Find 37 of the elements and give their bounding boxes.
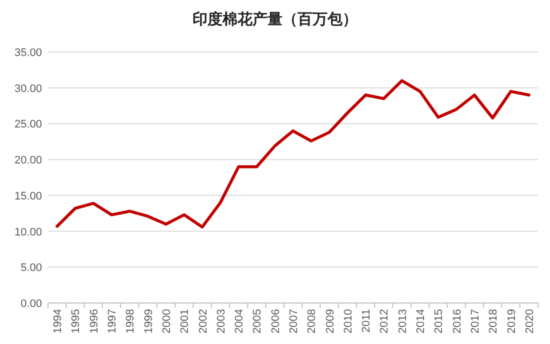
x-tick-label: 1999 xyxy=(142,309,155,334)
y-tick-label: 15.00 xyxy=(14,190,42,202)
x-tick-label: 2000 xyxy=(160,309,173,334)
line-series xyxy=(56,79,530,228)
x-tick-label: 2017 xyxy=(469,309,482,334)
x-tick-label: 2008 xyxy=(306,309,318,334)
x-tick-label: 1998 xyxy=(124,309,137,334)
x-tick-label: 2002 xyxy=(197,309,210,334)
x-tick-label: 2012 xyxy=(378,309,391,334)
y-tick-label: 20.00 xyxy=(14,154,42,167)
x-tick-label: 2006 xyxy=(270,309,282,334)
x-tick-label: 2010 xyxy=(342,309,354,334)
x-tick-label: 2004 xyxy=(234,309,246,334)
x-tick-label: 1996 xyxy=(88,309,100,334)
x-tick-label: 2019 xyxy=(506,309,518,334)
x-tick-label: 2014 xyxy=(415,309,428,334)
x-tick-label: 2007 xyxy=(288,309,300,334)
y-tick-label: 25.00 xyxy=(14,118,42,131)
x-tick-label: 2016 xyxy=(451,309,464,334)
x-tick-label: 2018 xyxy=(488,309,500,334)
x-tick-label: 2001 xyxy=(179,309,192,334)
x-tick-label: 2013 xyxy=(396,309,409,334)
x-tick-label: 2009 xyxy=(324,309,336,334)
y-tick-label: 30.00 xyxy=(14,82,42,95)
x-tick-label: 2003 xyxy=(215,309,228,334)
y-tick-label: 35.00 xyxy=(14,47,42,59)
x-tick-label: 2020 xyxy=(524,309,536,334)
y-tick-label: 10.00 xyxy=(14,226,42,238)
chart-title: 印度棉花产量（百万包） xyxy=(192,10,358,28)
y-tick-label: 5.00 xyxy=(20,262,42,274)
x-tick-label: 2015 xyxy=(433,309,446,334)
x-tick-label: 1997 xyxy=(106,309,119,334)
y-tick-label: 0.00 xyxy=(20,298,42,310)
x-tick-label: 2011 xyxy=(360,309,373,333)
x-tick-label: 1995 xyxy=(70,309,82,334)
x-tick-label: 1994 xyxy=(52,309,64,334)
x-tick-label: 2005 xyxy=(252,309,264,334)
